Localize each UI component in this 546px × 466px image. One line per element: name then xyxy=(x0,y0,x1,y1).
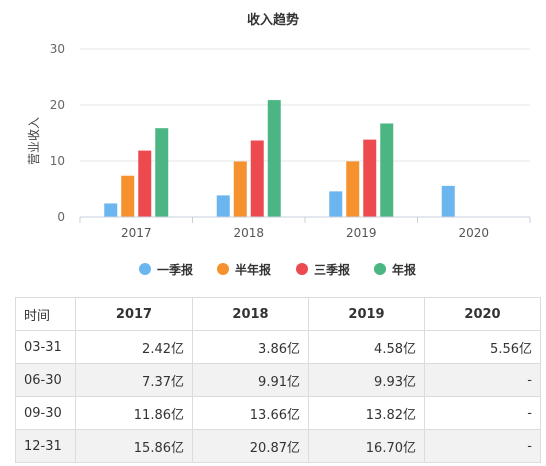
table-cell: 16.70亿 xyxy=(308,429,425,463)
y-tick-label: 30 xyxy=(50,42,65,56)
bar-2019-4 xyxy=(380,123,394,217)
y-tick-label: 0 xyxy=(57,210,65,224)
revenue-trend-chart: 收入趋势 营业收入 0 10 20 30 2017 2018 2019 2020 一季报 半年报… xyxy=(27,12,531,277)
legend-marker xyxy=(374,263,386,275)
table-cell: 11.86亿 xyxy=(75,396,193,430)
bar-2017-3 xyxy=(138,150,152,217)
bar-2019-2 xyxy=(346,161,360,217)
y-tick-label: 10 xyxy=(50,154,65,168)
table-row: 09-30 11.86亿 13.66亿 13.82亿 - xyxy=(15,396,541,430)
row-label: 06-30 xyxy=(15,363,76,397)
header-cell: 2017 xyxy=(75,297,193,331)
bar-2018-2 xyxy=(233,161,247,217)
bar-2020-1 xyxy=(441,185,455,217)
row-label: 09-30 xyxy=(15,396,76,430)
legend-marker xyxy=(296,263,308,275)
table-cell: 4.58亿 xyxy=(308,330,425,364)
bar-2018-1 xyxy=(216,195,230,217)
table-row: 06-30 7.37亿 9.91亿 9.93亿 - xyxy=(15,363,541,397)
table-cell: 9.93亿 xyxy=(308,363,425,397)
header-cell: 2020 xyxy=(424,297,541,331)
bar-2019-3 xyxy=(363,139,377,217)
x-tick-label: 2017 xyxy=(121,226,152,240)
table-cell: 13.82亿 xyxy=(308,396,425,430)
table-cell: - xyxy=(424,363,541,397)
table-cell: 13.66亿 xyxy=(192,396,309,430)
legend-label: 一季报 xyxy=(157,262,193,277)
chart-title: 收入趋势 xyxy=(247,12,299,28)
x-tick-label: 2020 xyxy=(458,226,489,240)
bar-2018-3 xyxy=(250,140,264,217)
row-label: 03-31 xyxy=(15,330,76,364)
row-label: 12-31 xyxy=(15,429,76,463)
legend-label: 半年报 xyxy=(235,262,271,277)
table-cell: 15.86亿 xyxy=(75,429,193,463)
bar-2017-2 xyxy=(121,175,135,217)
table-cell: 5.56亿 xyxy=(424,330,541,364)
y-tick-label: 20 xyxy=(50,98,65,112)
table-cell: - xyxy=(424,396,541,430)
y-axis-label: 营业收入 xyxy=(27,117,41,165)
header-cell-time: 时间 xyxy=(15,297,76,331)
table-cell: 20.87亿 xyxy=(192,429,309,463)
table-row: 03-31 2.42亿 3.86亿 4.58亿 5.56亿 xyxy=(15,330,541,364)
table-cell: - xyxy=(424,429,541,463)
table-cell: 7.37亿 xyxy=(75,363,193,397)
x-tick-label: 2018 xyxy=(233,226,264,240)
bar-2017-1 xyxy=(104,203,118,217)
table-header-row: 时间 2017 2018 2019 2020 xyxy=(15,297,541,331)
table-cell: 2.42亿 xyxy=(75,330,193,364)
bar-2017-4 xyxy=(155,128,169,217)
table-row: 12-31 15.86亿 20.87亿 16.70亿 - xyxy=(15,429,541,463)
header-cell: 2019 xyxy=(308,297,425,331)
table-cell: 9.91亿 xyxy=(192,363,309,397)
header-cell: 2018 xyxy=(192,297,309,331)
x-tick-label: 2019 xyxy=(346,226,377,240)
table-cell: 3.86亿 xyxy=(192,330,309,364)
bar-2019-1 xyxy=(329,191,343,217)
bar-2018-4 xyxy=(267,100,281,217)
revenue-table: 时间 2017 2018 2019 2020 03-31 2.42亿 3.86亿… xyxy=(15,297,541,463)
legend-marker xyxy=(139,263,151,275)
legend-label: 年报 xyxy=(392,262,416,277)
legend-label: 三季报 xyxy=(314,262,350,277)
legend-marker xyxy=(217,263,229,275)
